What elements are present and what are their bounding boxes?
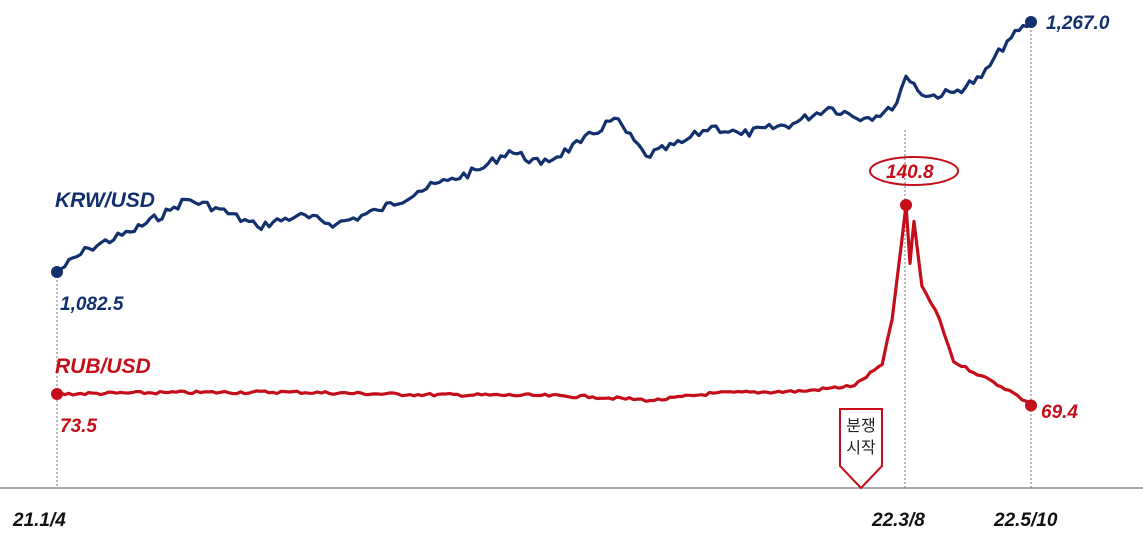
rub-end-point (1025, 399, 1037, 412)
conflict-start-marker (839, 408, 883, 490)
x-tick-label-start: 21.1/4 (12, 510, 66, 531)
conflict-start-label-line1: 분쟁 (846, 416, 875, 435)
x-tick-label-peak: 22.3/8 (871, 510, 925, 531)
krw-end-point (1025, 16, 1037, 28)
rub-peak-point (900, 199, 913, 211)
krw-series-label: KRW/USD (55, 189, 155, 212)
krw-end-value: 1,267.0 (1046, 13, 1110, 34)
krw-start-value: 1,082.5 (60, 294, 124, 315)
rub-series-label: RUB/USD (55, 355, 151, 378)
rub-end-value: 69.4 (1041, 402, 1078, 423)
conflict-start-label-line2: 시작 (846, 438, 876, 457)
krw-start-point (51, 266, 63, 278)
peak-callout-ellipse (869, 156, 959, 186)
x-tick-label-end: 22.5/10 (993, 510, 1058, 531)
rub-start-point (51, 388, 63, 400)
rub-start-value: 73.5 (60, 416, 97, 437)
rub-peak-value: 140.8 (886, 162, 934, 183)
series-rub-line (56, 203, 1033, 407)
series-krw-line (56, 20, 1033, 274)
